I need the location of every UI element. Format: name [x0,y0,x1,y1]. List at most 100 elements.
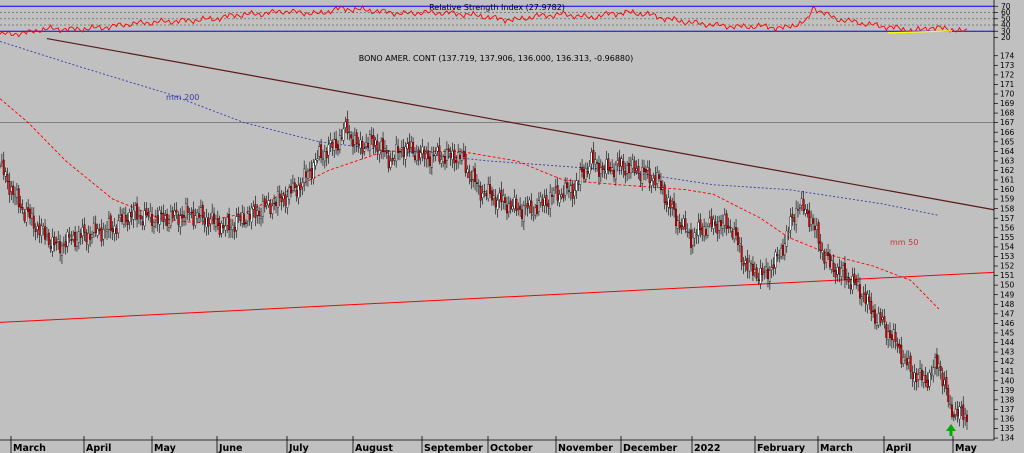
candle-body [564,182,567,196]
candle-body [594,159,597,165]
candle-body [361,141,364,154]
candle-body [720,220,722,227]
candle [17,184,20,214]
candle-body [474,168,477,183]
candle-body [427,150,430,159]
candle [207,212,210,235]
candle [355,129,358,152]
candle [874,304,876,330]
candle [51,228,54,257]
candle [483,183,486,198]
candle-body [254,204,257,218]
candle [708,210,711,228]
price-tick-label: 148 [1000,300,1015,309]
candle-body [635,168,638,171]
candle [134,202,137,221]
candle-body [951,404,953,417]
candle-body [42,225,45,229]
candle-body [6,174,9,182]
candle [233,222,236,240]
rsi-tick-label: 40 [1001,21,1011,30]
candle-body [288,187,291,200]
candle-body [926,379,929,388]
candle [611,159,614,175]
candle-body [870,301,873,314]
candle-body [258,210,261,217]
candle-body [731,230,734,238]
month-label: September [424,443,483,453]
candle [245,219,247,228]
candle [492,189,495,206]
candle-body [198,213,200,218]
month-label: April [86,443,111,453]
candle [331,139,334,157]
candle-body [592,150,595,163]
candle-body [183,215,185,218]
candle-body [633,160,636,173]
candle [156,207,159,232]
candle-body [250,207,253,223]
candle [380,137,383,159]
rsi-title: Relative Strength Index (27.9782) [429,3,565,12]
candle-body [838,266,841,275]
candle [475,174,478,193]
trendline-support [0,271,995,323]
candle [400,140,403,158]
candle-body [211,212,214,218]
candle-body [376,141,379,152]
candle-body [671,203,674,208]
candle-body [141,221,144,225]
candle-body [438,145,441,162]
candle-body [430,152,433,168]
candle-body [718,221,721,231]
candle [598,155,600,186]
candle [774,249,777,275]
candle-body [357,143,360,146]
candle [661,180,664,195]
candle [629,156,632,179]
candle-body [477,185,480,187]
candle-body [490,190,493,201]
candle [571,180,574,208]
month-label: March [820,443,853,453]
candle [222,217,225,234]
candle [288,184,291,205]
candle-body [352,139,354,147]
candle-body [38,223,41,235]
candle [449,146,452,166]
candle [887,324,890,348]
candle [849,278,852,295]
price-tick-label: 135 [1000,424,1015,433]
candle-body [776,254,779,257]
candle-body [699,219,702,231]
candle [89,226,92,247]
candle [793,213,796,231]
candle [782,238,784,260]
candle-body [494,197,497,208]
candle-body [778,257,781,259]
candle-body [915,373,918,383]
candle-body [853,273,856,283]
candle-body [220,223,223,234]
candle [305,164,308,186]
month-label: October [490,443,533,453]
candle-body [513,197,516,210]
candle [718,215,721,239]
candle [32,207,35,237]
candle [318,141,321,161]
candle-body [243,214,246,225]
candle-body [115,228,118,234]
candle [581,158,584,178]
candle-body [659,180,662,191]
candle-body [245,222,247,224]
price-tick-label: 155 [1000,233,1015,242]
candle-body [521,209,523,219]
candle-body [909,355,912,372]
candle [812,214,814,231]
candle [440,151,443,168]
candle-body [410,141,413,148]
candle-body [15,189,18,198]
candle-body [380,141,383,151]
candle-body [241,212,244,224]
candle-body [723,214,726,226]
